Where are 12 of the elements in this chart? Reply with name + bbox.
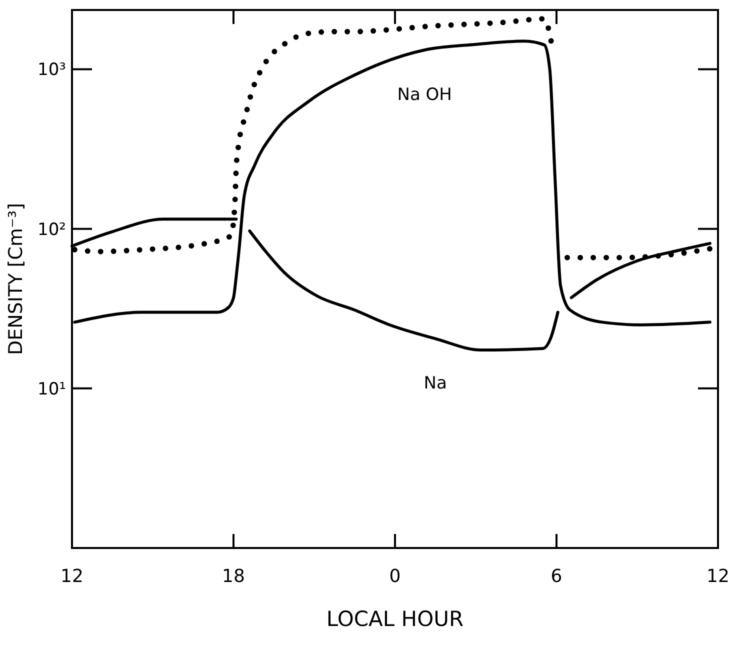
y-tick-label: 10¹: [38, 379, 66, 400]
y-axis-title: DENSITY [Cm⁻³]: [5, 202, 27, 356]
x-axis-title: LOCAL HOUR: [326, 607, 464, 631]
x-tick-label: 12: [60, 566, 84, 587]
x-tick-label: 6: [550, 566, 562, 587]
x-tick-label: 18: [222, 566, 245, 587]
series-label: Na OH: [397, 84, 452, 105]
y-tick-label: 10³: [38, 60, 66, 80]
x-tick-label: 0: [389, 566, 401, 587]
y-tick-label: 10²: [38, 220, 66, 240]
series-label: Na: [424, 374, 447, 394]
x-tick-label: 12: [706, 566, 730, 587]
